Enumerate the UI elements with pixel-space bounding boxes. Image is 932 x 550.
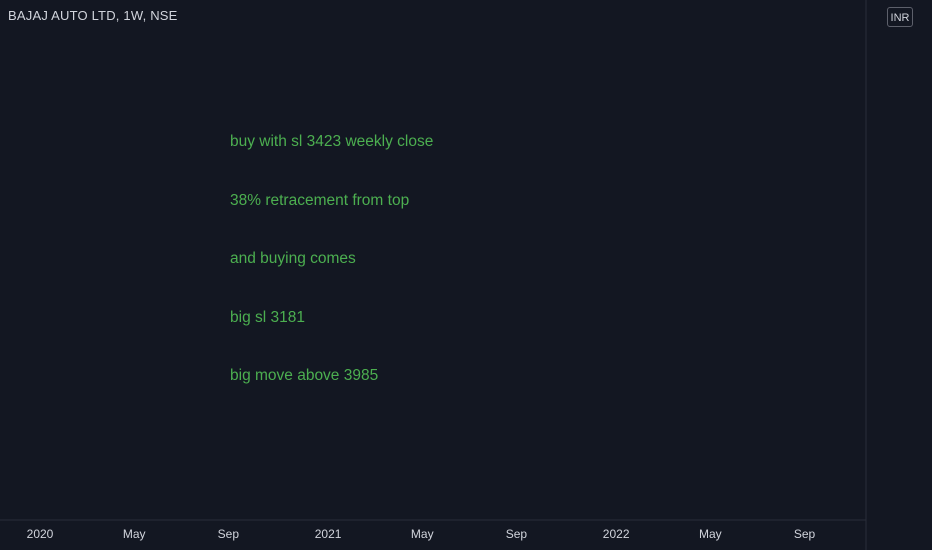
price-axis[interactable]: 5600.005200.004800.004400.003600.002800.… xyxy=(865,0,929,550)
annotation-line: big sl 3181 xyxy=(230,308,305,326)
annotation-line: big move above 3985 xyxy=(230,367,379,384)
annotation-line: buy with sl 3423 weekly close xyxy=(230,133,434,150)
time-tick-label: 2020 xyxy=(27,527,54,541)
time-tick-label: Sep xyxy=(506,527,528,541)
time-tick-label: May xyxy=(123,527,146,541)
annotation-line: 38% retracement from top xyxy=(230,191,410,209)
annotation-line: and buying comes xyxy=(230,250,356,267)
symbol-title[interactable]: BAJAJ AUTO LTD, 1W, NSE xyxy=(8,8,178,23)
time-tick-label: Sep xyxy=(218,527,240,541)
currency-button[interactable]: INR xyxy=(887,7,913,27)
time-tick-label: 2022 xyxy=(603,527,630,541)
chart-annotation: buy with sl 3423 weekly close 38% retrac… xyxy=(230,93,433,405)
time-tick-label: Sep xyxy=(794,527,816,541)
time-tick-label: 2021 xyxy=(315,527,342,541)
time-tick-label: May xyxy=(699,527,722,541)
time-axis[interactable]: 2020 May Sep 2021 May Sep 2022 May Sep xyxy=(0,519,866,541)
time-tick-label: May xyxy=(411,527,434,541)
